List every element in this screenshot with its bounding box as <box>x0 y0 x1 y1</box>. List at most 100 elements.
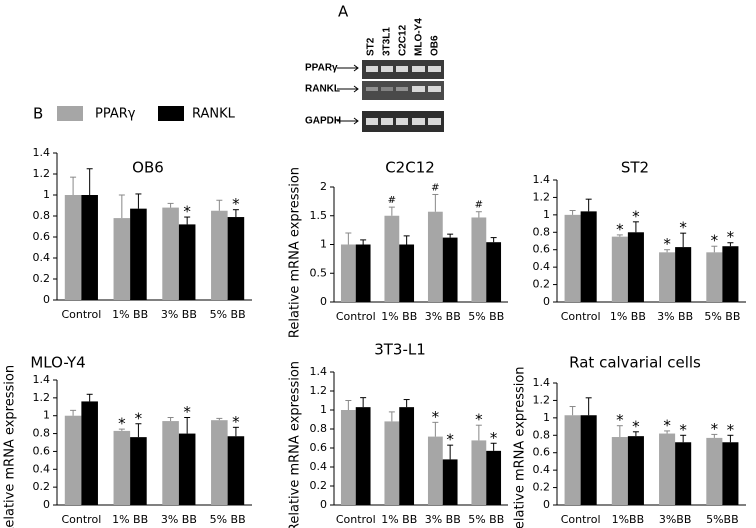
bar <box>627 436 644 505</box>
x-tick-label: Control <box>561 513 601 526</box>
bar <box>81 195 98 300</box>
y-axis-label: Relative mRNA expression <box>288 361 303 528</box>
significance-mark: * <box>663 235 671 253</box>
y-tick-label: 1.4 <box>33 146 51 159</box>
x-tick-label: Control <box>61 513 101 526</box>
y-tick-label: 0.4 <box>533 260 551 273</box>
bar <box>399 244 415 302</box>
x-tick-label: 5% BB <box>468 310 504 323</box>
bar <box>64 415 82 505</box>
y-tick-label: 1.2 <box>533 393 551 406</box>
gel-image <box>337 60 444 132</box>
y-tick-label: 1 <box>43 188 50 201</box>
bar <box>675 247 692 302</box>
bar <box>162 421 179 505</box>
x-tick-label: 1% BB <box>381 310 417 323</box>
y-tick-label: 0.4 <box>33 462 51 475</box>
chart-title: C2C12 <box>385 159 435 177</box>
y-tick-label: 1 <box>543 411 550 424</box>
significance-mark: # <box>431 182 439 193</box>
bar <box>564 415 581 505</box>
bar <box>722 442 739 505</box>
x-tick-label: 5% BB <box>210 513 246 526</box>
x-tick-label: 3% BB <box>425 513 461 526</box>
significance-mark: * <box>432 408 440 426</box>
bar <box>178 224 196 300</box>
bar <box>659 252 676 302</box>
x-tick-label: 1% BB <box>381 513 417 526</box>
lane-label: ST2 <box>366 37 377 56</box>
y-tick-label: 1.4 <box>533 173 551 186</box>
y-tick-label: 0 <box>543 498 550 511</box>
lane-label: OB6 <box>430 35 441 56</box>
x-tick-label: 5% BB <box>210 308 246 321</box>
bar <box>384 215 400 302</box>
y-tick-label: 1 <box>320 238 327 251</box>
bar <box>564 214 581 302</box>
significance-mark: * <box>727 421 735 439</box>
significance-mark: * <box>632 417 640 435</box>
bar <box>162 207 179 300</box>
y-tick-label: 1 <box>543 208 550 221</box>
significance-mark: * <box>711 420 719 438</box>
x-tick-label: 1% BB <box>112 513 148 526</box>
y-tick-label: 1.5 <box>310 209 328 222</box>
bar <box>580 211 597 302</box>
significance-mark: * <box>679 421 687 439</box>
bar <box>486 450 502 505</box>
bar <box>81 401 98 505</box>
y-tick-label: 0.8 <box>533 428 551 441</box>
y-tick-label: 0.2 <box>533 481 551 494</box>
bar <box>427 211 443 302</box>
y-tick-label: 1.4 <box>33 373 51 386</box>
y-tick-label: 0.2 <box>310 479 328 492</box>
x-tick-label: Control <box>336 310 376 323</box>
y-tick-label: 0.6 <box>533 446 551 459</box>
y-tick-label: 0.4 <box>33 251 51 264</box>
chart-title: OB6 <box>132 159 164 177</box>
bar <box>706 252 723 302</box>
y-tick-label: 0.8 <box>310 422 328 435</box>
bar <box>211 420 228 505</box>
chart-title: 3T3-L1 <box>374 341 426 359</box>
bar <box>442 459 458 505</box>
bar <box>659 433 676 505</box>
significance-mark: * <box>475 411 483 429</box>
y-tick-label: 0.8 <box>33 209 51 222</box>
bar <box>340 410 356 505</box>
significance-mark: * <box>616 220 624 238</box>
panel-label: A <box>338 3 349 21</box>
lane-label: MLO-Y4 <box>414 18 425 56</box>
bar <box>64 195 82 300</box>
y-tick-label: 0.6 <box>310 441 328 454</box>
panel-label: B <box>33 105 43 123</box>
legend-label: PPARγ <box>95 107 136 122</box>
bar <box>227 436 245 505</box>
y-axis-label: Relative mRNA expression <box>288 167 303 338</box>
legend-swatch <box>57 106 83 121</box>
chart-title: Rat calvarial cells <box>569 354 701 372</box>
chart-title: ST2 <box>621 159 649 177</box>
x-tick-label: 3%BB <box>659 513 692 526</box>
y-tick-label: 1.2 <box>533 190 551 203</box>
bar <box>486 242 502 302</box>
y-tick-label: 0.5 <box>310 266 328 279</box>
bar <box>178 433 196 505</box>
bar <box>611 236 628 302</box>
lane-label: C2C12 <box>398 24 409 56</box>
y-tick-label: 1.4 <box>310 365 328 378</box>
significance-mark: # <box>388 195 396 206</box>
y-tick-label: 0.4 <box>310 460 328 473</box>
bar <box>471 440 487 505</box>
y-tick-label: 0.6 <box>533 243 551 256</box>
significance-mark: * <box>679 219 687 237</box>
significance-mark: * <box>490 429 498 447</box>
bar <box>113 218 131 300</box>
lane-label: 3T3L1 <box>382 27 393 56</box>
y-tick-label: 0 <box>320 498 327 511</box>
y-tick-label: 1 <box>320 403 327 416</box>
significance-mark: * <box>711 232 719 250</box>
y-tick-label: 0.8 <box>33 427 51 440</box>
x-tick-label: Control <box>336 513 376 526</box>
